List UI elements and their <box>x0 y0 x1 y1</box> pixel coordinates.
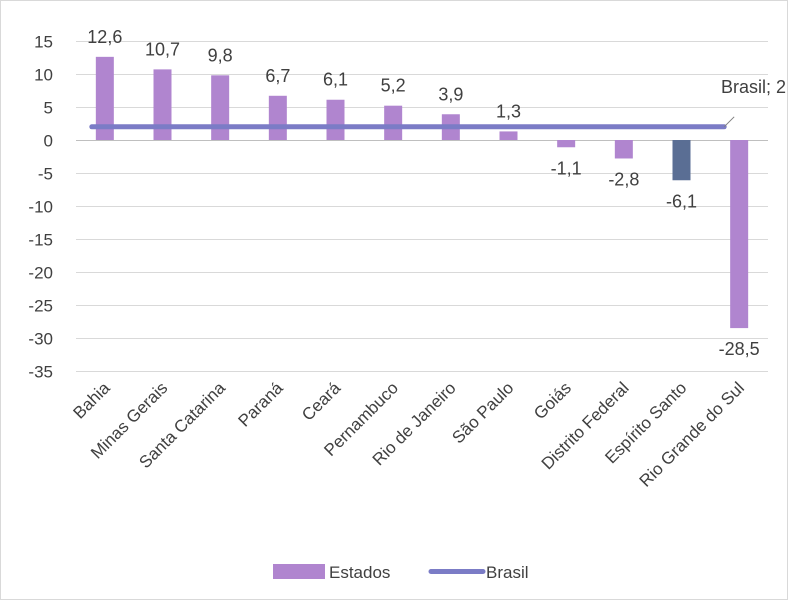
bar <box>499 131 518 140</box>
data-label: 5,2 <box>381 76 406 96</box>
y-tick-label: -10 <box>28 198 53 217</box>
data-label: 3,9 <box>438 84 463 104</box>
bar <box>557 140 576 148</box>
brasil-line-group <box>89 116 735 130</box>
legend-label-estados: Estados <box>329 563 390 582</box>
gridlines <box>76 41 768 372</box>
y-axis-ticks: 15 10 5 0 -5 -10 -15 -20 -25 -30 -35 <box>28 33 53 382</box>
y-tick-label: -35 <box>28 363 53 382</box>
bar <box>153 69 172 140</box>
y-tick-label: 0 <box>44 132 53 151</box>
bar <box>614 140 633 159</box>
category-label: São Paulo <box>448 378 517 447</box>
y-tick-label: 10 <box>34 66 53 85</box>
data-label: 6,7 <box>265 66 290 86</box>
y-tick-label: -20 <box>28 264 53 283</box>
data-label: -6,1 <box>666 191 697 211</box>
legend-swatch-estados <box>273 564 325 579</box>
bar <box>326 99 345 140</box>
data-label: -2,8 <box>608 169 639 189</box>
bars <box>95 56 749 329</box>
data-label: 1,3 <box>496 101 521 121</box>
data-labels: 12,6 10,7 9,8 6,7 6,1 5,2 3,9 1,3 -1,1 -2,8 -6,1 -2… <box>87 27 786 359</box>
y-tick-label: -15 <box>28 231 53 250</box>
bar <box>730 140 749 329</box>
y-tick-label: 15 <box>34 33 53 52</box>
brasil-label: Brasil; 2 <box>721 77 786 97</box>
data-label: 10,7 <box>145 39 180 59</box>
data-label: 6,1 <box>323 70 348 90</box>
category-label: Paraná <box>234 378 287 431</box>
data-label: 9,8 <box>208 45 233 65</box>
y-tick-label: -30 <box>28 330 53 349</box>
data-label: -28,5 <box>719 339 760 359</box>
legend-label-brasil: Brasil <box>486 563 529 582</box>
data-label: 12,6 <box>87 27 122 47</box>
data-label: -1,1 <box>551 158 582 178</box>
brasil-leader-line <box>723 116 735 128</box>
y-tick-label: -25 <box>28 297 53 316</box>
bar <box>95 56 114 141</box>
bar <box>211 75 230 140</box>
category-label: Goiás <box>530 378 575 423</box>
legend: Estados Brasil <box>273 563 529 582</box>
category-label: Bahia <box>69 378 114 423</box>
bar <box>672 140 691 181</box>
category-label: Rio Grande do Sul <box>636 378 748 490</box>
bar <box>384 105 403 140</box>
y-tick-label: 5 <box>44 99 53 118</box>
category-label: Ceará <box>298 378 345 425</box>
bar <box>268 95 287 140</box>
y-tick-label: -5 <box>38 165 53 184</box>
